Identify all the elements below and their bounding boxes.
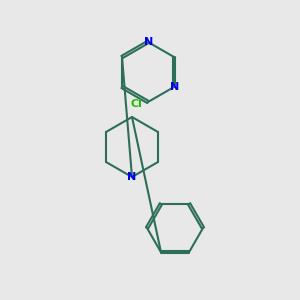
Text: N: N <box>170 82 180 92</box>
Text: N: N <box>128 172 136 182</box>
Text: N: N <box>144 37 154 47</box>
Text: Cl: Cl <box>130 99 142 109</box>
